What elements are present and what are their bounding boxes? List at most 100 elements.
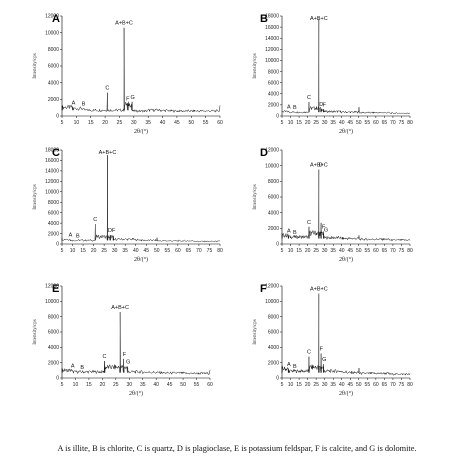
panel-d: D 0 2000 4000 6000 8000 10000 12000 5 10 15 20 25 30 3… bbox=[253, 147, 413, 263]
peak-label: F bbox=[123, 352, 127, 358]
x-tick-label: 30 bbox=[126, 382, 132, 388]
x-tick-label: 60 bbox=[373, 382, 379, 388]
peak-label: F bbox=[323, 102, 327, 108]
x-tick-label: 75 bbox=[399, 120, 405, 126]
panel-letter: C bbox=[52, 147, 60, 159]
x-tick-label: 45 bbox=[174, 120, 180, 126]
y-tick-label: 10000 bbox=[45, 299, 59, 305]
x-tick-label: 40 bbox=[339, 120, 345, 126]
y-tick-label: 4000 bbox=[268, 345, 279, 351]
x-tick-label: 60 bbox=[373, 248, 379, 254]
peak-label: C bbox=[307, 220, 311, 226]
y-tick-label: 0 bbox=[56, 242, 59, 248]
x-tick-label: 30 bbox=[112, 248, 118, 254]
y-tick-label: 0 bbox=[56, 376, 59, 382]
x-tick-label: 35 bbox=[140, 382, 146, 388]
y-tick-label: 6000 bbox=[48, 330, 59, 336]
x-tick-label: 15 bbox=[296, 120, 302, 126]
xrd-pattern-line bbox=[281, 18, 411, 115]
x-tick-label: 65 bbox=[382, 382, 388, 388]
x-tick-label: 40 bbox=[339, 382, 345, 388]
peak-label: B bbox=[76, 233, 80, 239]
x-tick-label: 25 bbox=[313, 120, 319, 126]
x-tick-label: 10 bbox=[288, 120, 294, 126]
y-tick-label: 4000 bbox=[48, 345, 59, 351]
x-tick-label: 15 bbox=[296, 248, 302, 254]
panel-letter: A bbox=[52, 13, 60, 25]
y-tick-label: 10000 bbox=[265, 163, 279, 169]
x-tick-label: 45 bbox=[347, 382, 353, 388]
y-tick-label: 8000 bbox=[48, 314, 59, 320]
x-tick-label: 5 bbox=[61, 120, 64, 126]
x-tick-label: 10 bbox=[73, 382, 79, 388]
y-tick-label: 2000 bbox=[268, 226, 279, 232]
peak-label: C bbox=[105, 86, 109, 92]
y-tick-label: 16000 bbox=[45, 158, 59, 164]
peak-label: A bbox=[287, 228, 291, 234]
peak-label: B bbox=[82, 102, 86, 108]
peak-label: B bbox=[293, 105, 297, 111]
peak-label: F bbox=[320, 346, 324, 352]
x-tick-label: 20 bbox=[102, 120, 108, 126]
y-axis-label: Intensity/cps bbox=[33, 184, 38, 210]
y-axis-label: Intensity/cps bbox=[253, 319, 258, 345]
x-tick-label: 45 bbox=[167, 382, 173, 388]
x-tick-label: 65 bbox=[186, 248, 192, 254]
x-tick-label: 70 bbox=[196, 248, 202, 254]
y-tick-label: 12000 bbox=[45, 284, 59, 290]
y-tick-label: 12000 bbox=[265, 47, 279, 53]
xrd-pattern-line bbox=[61, 27, 221, 113]
x-tick-label: 35 bbox=[330, 248, 336, 254]
x-tick-label: 75 bbox=[399, 382, 405, 388]
y-tick-label: 12000 bbox=[265, 284, 279, 290]
x-tick-label: 55 bbox=[365, 248, 371, 254]
x-tick-label: 45 bbox=[143, 248, 149, 254]
x-tick-label: 50 bbox=[356, 120, 362, 126]
peak-label: A bbox=[287, 105, 291, 111]
x-tick-label: 20 bbox=[91, 248, 97, 254]
y-tick-label: 6000 bbox=[268, 195, 279, 201]
x-tick-label: 5 bbox=[281, 120, 284, 126]
y-tick-label: 2000 bbox=[268, 103, 279, 109]
y-tick-label: 6000 bbox=[48, 64, 59, 70]
x-tick-label: 35 bbox=[145, 120, 151, 126]
x-tick-label: 35 bbox=[330, 120, 336, 126]
y-tick-label: 10000 bbox=[45, 189, 59, 195]
x-tick-label: 70 bbox=[390, 120, 396, 126]
xrd-pattern-line bbox=[61, 312, 211, 375]
x-tick-label: 55 bbox=[365, 120, 371, 126]
x-tick-label: 20 bbox=[305, 248, 311, 254]
x-tick-label: 25 bbox=[113, 382, 119, 388]
peak-label: A+B+C bbox=[310, 16, 328, 22]
peak-label: B bbox=[293, 364, 297, 370]
x-tick-label: 5 bbox=[61, 248, 64, 254]
axis-lines bbox=[281, 16, 410, 117]
y-tick-label: 10000 bbox=[45, 30, 59, 36]
y-tick-label: 6000 bbox=[48, 210, 59, 216]
peak-label: G bbox=[131, 95, 135, 101]
x-tick-label: 30 bbox=[322, 120, 328, 126]
x-tick-label: 25 bbox=[117, 120, 123, 126]
x-tick-label: 10 bbox=[288, 382, 294, 388]
peak-label: G bbox=[322, 357, 326, 363]
x-tick-label: 40 bbox=[133, 248, 139, 254]
x-tick-label: 15 bbox=[80, 248, 86, 254]
y-axis-label: Intensity/cps bbox=[253, 53, 258, 79]
peak-label: C bbox=[307, 95, 311, 101]
xrd-pattern-line bbox=[281, 169, 411, 242]
x-axis-label: 2θ/(°) bbox=[339, 128, 353, 135]
y-tick-label: 4000 bbox=[48, 221, 59, 227]
y-tick-label: 0 bbox=[276, 242, 279, 248]
y-tick-label: 0 bbox=[276, 376, 279, 382]
x-tick-label: 50 bbox=[180, 382, 186, 388]
peak-label: A+B+C bbox=[99, 150, 117, 156]
x-tick-label: 5 bbox=[281, 248, 284, 254]
y-tick-label: 12000 bbox=[265, 148, 279, 154]
peak-label: A bbox=[69, 232, 73, 238]
x-tick-label: 40 bbox=[339, 248, 345, 254]
x-tick-label: 20 bbox=[305, 120, 311, 126]
x-axis-label: 2θ/(°) bbox=[339, 390, 353, 397]
x-tick-label: 5 bbox=[281, 382, 284, 388]
y-tick-label: 2000 bbox=[48, 231, 59, 237]
y-tick-label: 8000 bbox=[48, 47, 59, 53]
